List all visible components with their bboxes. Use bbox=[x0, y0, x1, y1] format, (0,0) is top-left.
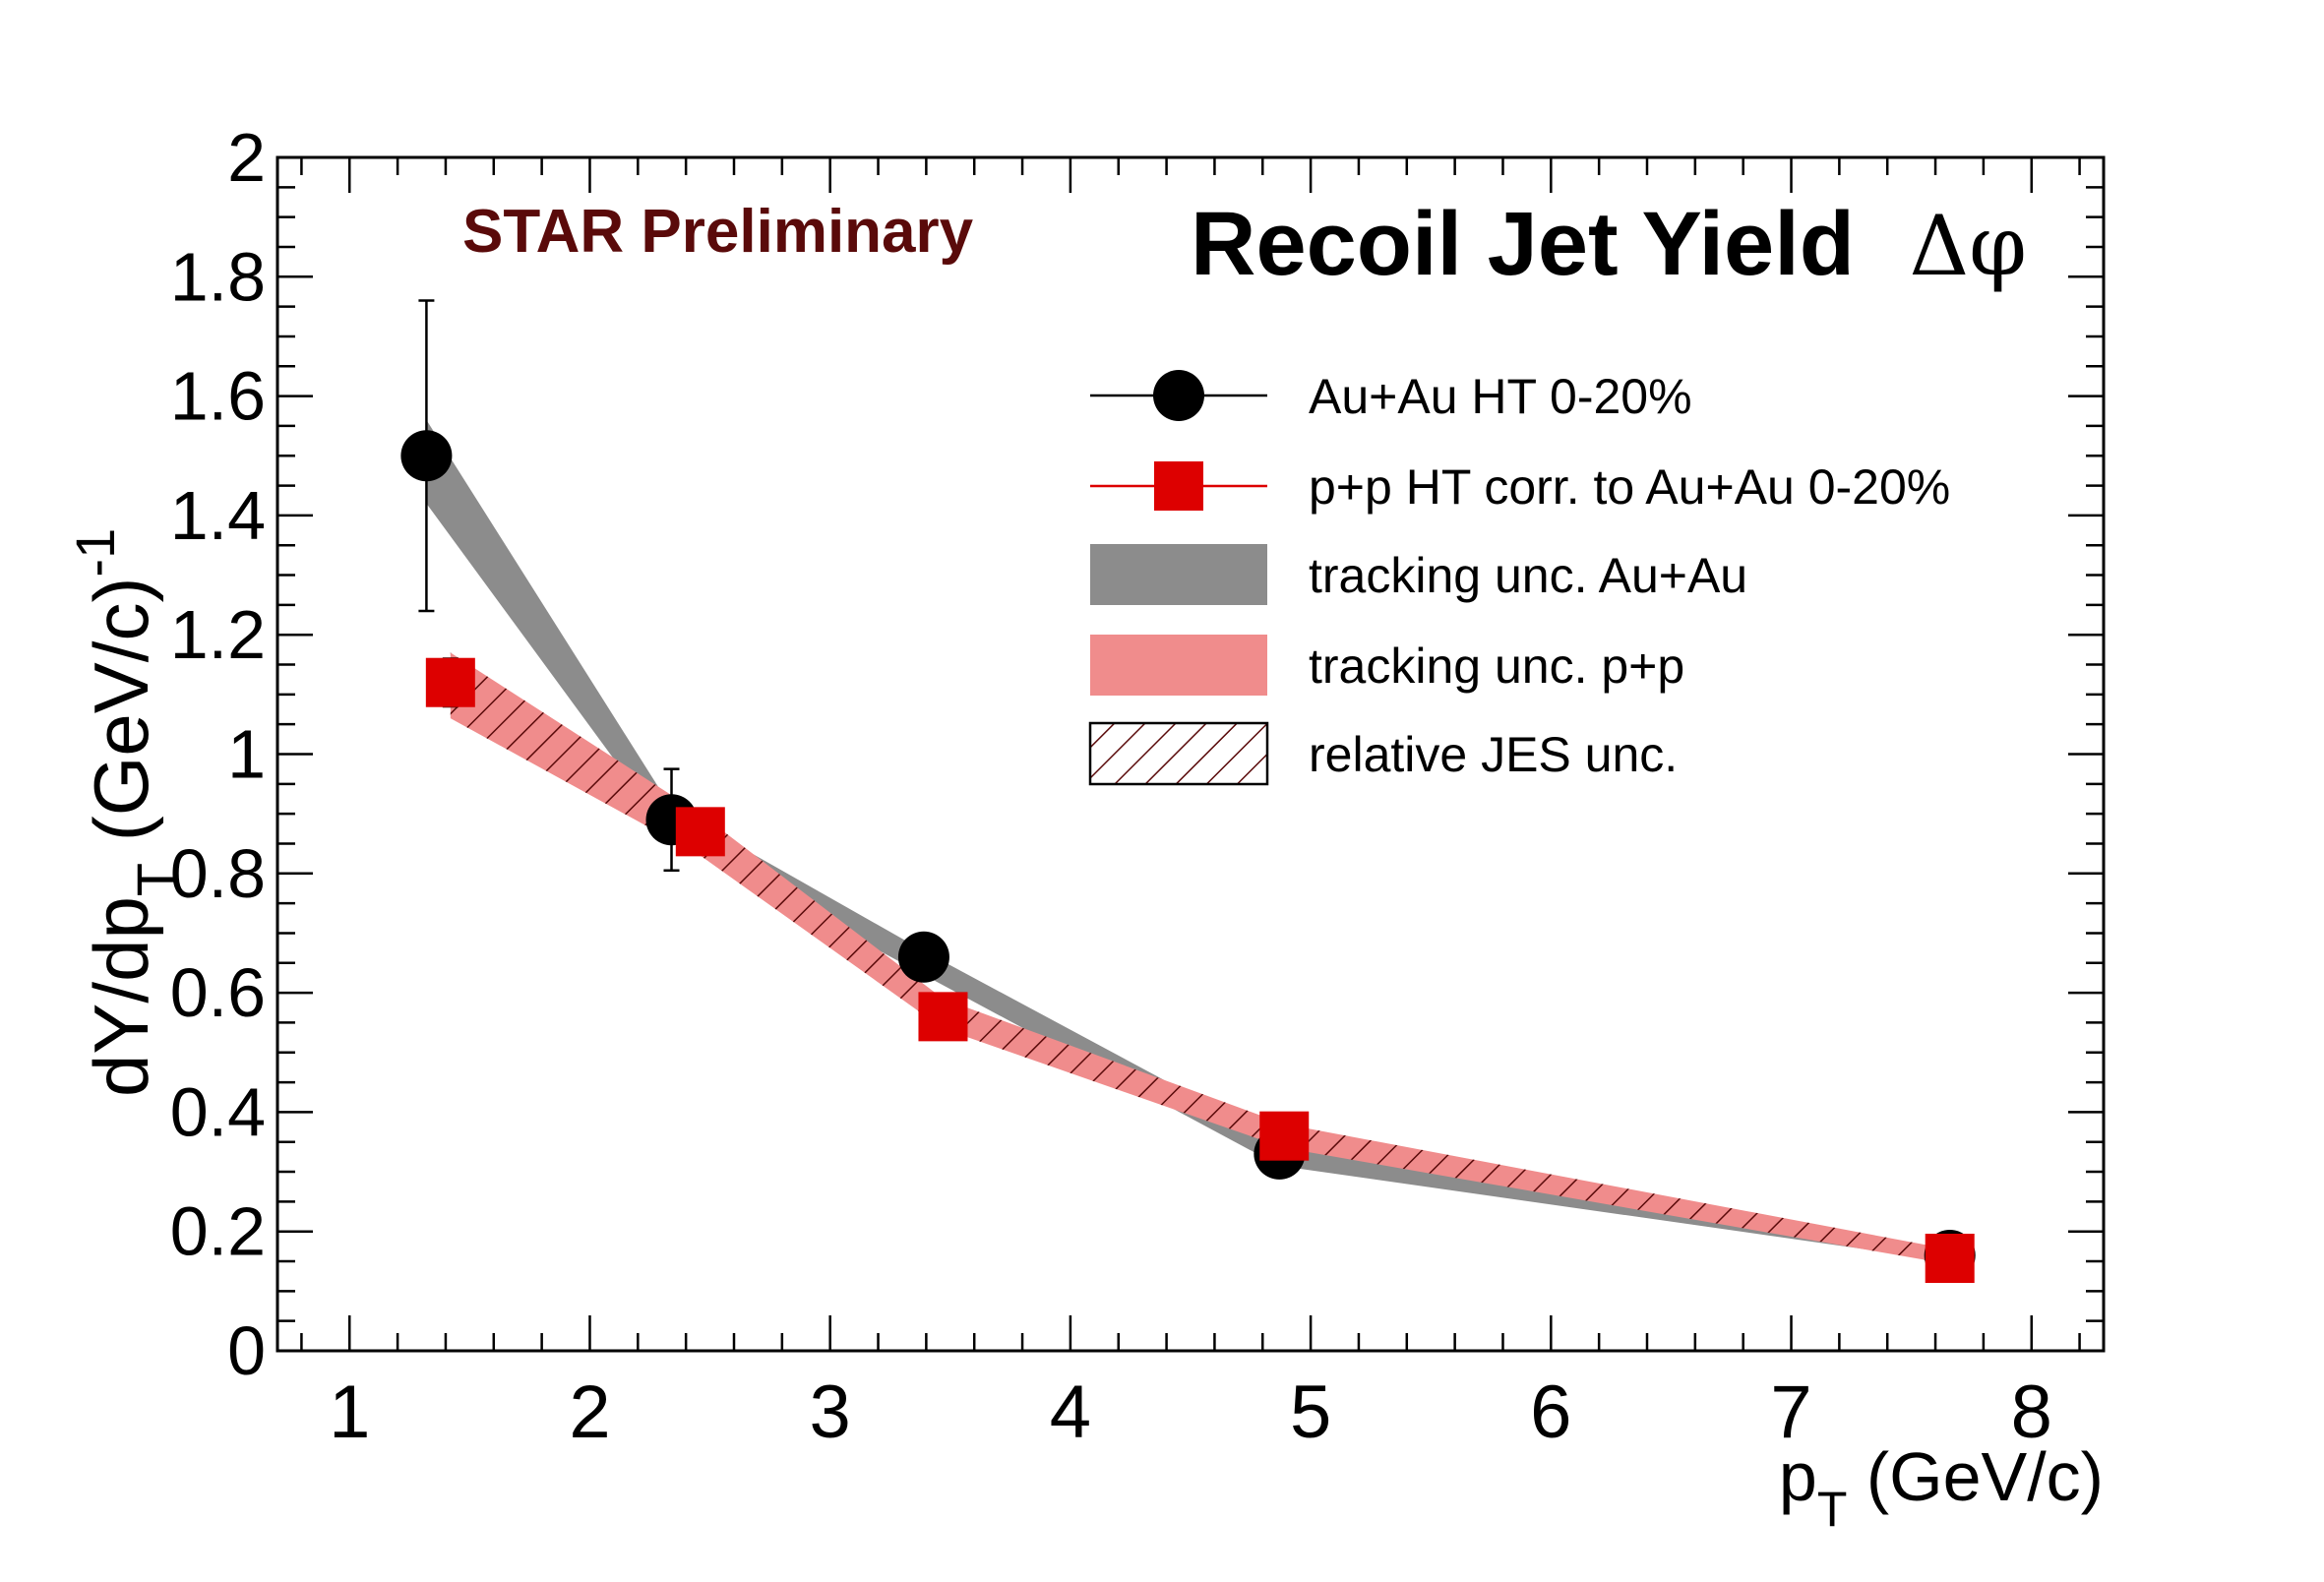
legend-label: tracking unc. Au+Au bbox=[1309, 548, 1747, 603]
legend-item: tracking unc. Au+Au bbox=[1090, 544, 1747, 605]
y-axis-label-sub: T bbox=[125, 863, 187, 896]
legend-item: Au+Au HT 0-20% bbox=[1090, 369, 1692, 424]
point-auau bbox=[400, 430, 453, 482]
x-axis-label-rest: (GeV/c) bbox=[1847, 1438, 2104, 1515]
point-pp bbox=[425, 657, 475, 707]
legend-label: relative JES unc. bbox=[1309, 727, 1678, 782]
x-tick-label: 6 bbox=[1530, 1370, 1571, 1454]
y-tick-label: 0.4 bbox=[170, 1073, 266, 1150]
y-tick-label: 2 bbox=[227, 119, 266, 196]
x-tick-label: 1 bbox=[329, 1370, 370, 1454]
point-auau bbox=[897, 931, 949, 983]
legend-label: tracking unc. p+p bbox=[1309, 639, 1684, 694]
y-tick-label: 0.2 bbox=[170, 1193, 266, 1270]
legend-swatch-pink bbox=[1090, 635, 1267, 696]
point-pp bbox=[1259, 1111, 1310, 1161]
y-axis-label-main: dY/dp bbox=[78, 896, 164, 1097]
x-tick-label: 3 bbox=[810, 1370, 851, 1454]
y-tick-label: 0 bbox=[227, 1312, 266, 1389]
x-axis-label-main: p bbox=[1779, 1438, 1817, 1515]
y-axis-label: dY/dpT (GeV/c)-1 bbox=[64, 528, 187, 1097]
y-tick-label: 0.8 bbox=[170, 835, 266, 912]
y-tick-label: 1.2 bbox=[170, 596, 266, 673]
x-tick-label: 8 bbox=[2011, 1370, 2052, 1454]
y-tick-label: 1.6 bbox=[170, 358, 266, 435]
y-tick-label: 1.8 bbox=[170, 238, 266, 315]
uncertainty-bands bbox=[426, 419, 1950, 1265]
x-axis-ticks: 1 2 3 4 5 6 7 8 bbox=[300, 157, 2081, 1454]
data-markers bbox=[400, 430, 1976, 1283]
y-axis-label-units: (GeV/c) bbox=[78, 578, 164, 863]
x-tick-label: 4 bbox=[1050, 1370, 1091, 1454]
point-pp bbox=[1925, 1233, 1975, 1283]
x-axis-label-sub: T bbox=[1817, 1482, 1848, 1537]
x-tick-label: 2 bbox=[569, 1370, 610, 1454]
legend-item: relative JES unc. bbox=[1088, 721, 1678, 786]
y-axis-ticks: 0 0.2 0.4 0.6 0.8 1 1.2 1.4 1.6 1.8 2 bbox=[170, 119, 2104, 1389]
x-tick-label: 7 bbox=[1770, 1370, 1811, 1454]
y-tick-label: 0.6 bbox=[170, 954, 266, 1031]
y-tick-label: 1 bbox=[227, 716, 266, 793]
y-axis-label-sup: -1 bbox=[64, 528, 126, 578]
chart-title: Recoil Jet Yield Δφ bbox=[1191, 194, 2027, 294]
legend-item: tracking unc. p+p bbox=[1090, 635, 1684, 696]
legend-label: p+p HT corr. to Au+Au 0-20% bbox=[1309, 459, 1950, 515]
legend-swatch-gray bbox=[1090, 544, 1267, 605]
legend: Au+Au HT 0-20% p+p HT corr. to Au+Au 0-20… bbox=[1088, 369, 1950, 786]
legend-label: Au+Au HT 0-20% bbox=[1309, 369, 1692, 424]
watermark: STAR Preliminary bbox=[462, 198, 974, 266]
point-pp bbox=[675, 807, 725, 857]
legend-marker-circle bbox=[1153, 370, 1204, 421]
legend-item: p+p HT corr. to Au+Au 0-20% bbox=[1090, 459, 1950, 515]
x-axis-label: pT (GeV/c) bbox=[1779, 1438, 2104, 1537]
legend-swatch-hatch bbox=[1088, 721, 1269, 786]
chart-title-text: Recoil Jet Yield bbox=[1191, 194, 1855, 294]
y-tick-label: 1.4 bbox=[170, 477, 266, 554]
x-tick-label: 5 bbox=[1290, 1370, 1331, 1454]
legend-marker-square bbox=[1154, 461, 1203, 511]
point-pp bbox=[918, 992, 968, 1042]
chart-title-symbol: Δφ bbox=[1910, 198, 2027, 294]
